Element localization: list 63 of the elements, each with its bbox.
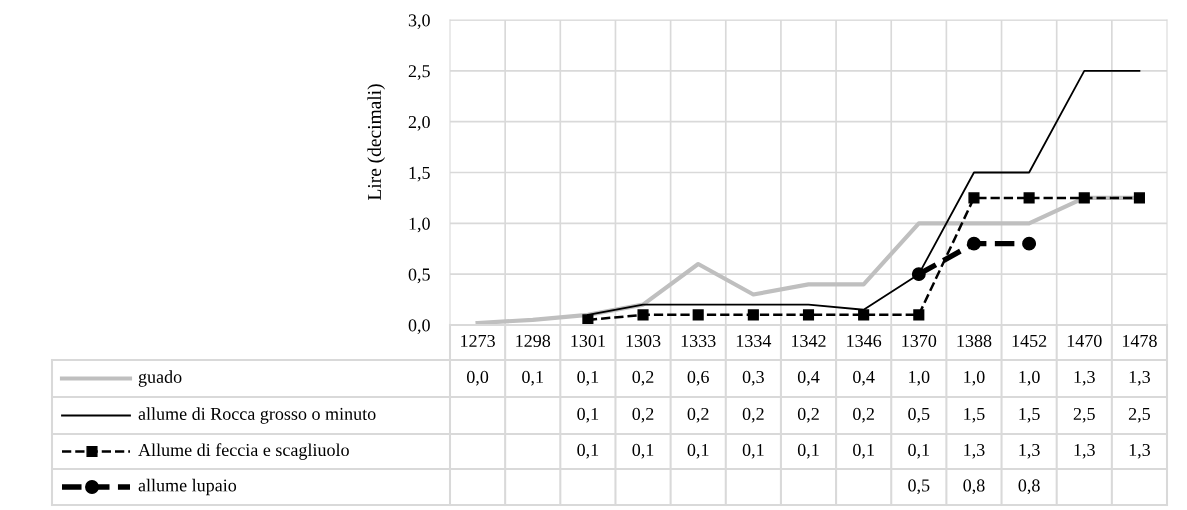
x-tick-label: 1346 <box>847 334 882 348</box>
data-label: 0,2 <box>853 407 874 423</box>
x-tick-label: 1303 <box>626 334 661 348</box>
data-label: 1,0 <box>1019 370 1040 386</box>
data-label: 1,3 <box>1019 443 1040 459</box>
data-label: 0,4 <box>853 370 875 386</box>
data-label: 0,2 <box>742 407 764 423</box>
data-label: 0,2 <box>687 407 709 423</box>
data-label: 0,1 <box>853 443 874 459</box>
data-label: 0,2 <box>632 407 654 423</box>
x-tick-label: 1470 <box>1067 334 1102 348</box>
data-label: 0,1 <box>577 443 599 459</box>
y-axis-title: Lire (decimali) <box>367 84 385 201</box>
legend-label: allume di Rocca grosso o minuto <box>138 407 376 424</box>
y-tick-label: 1,5 <box>409 166 430 182</box>
data-label: 0,1 <box>908 443 930 459</box>
data-label: 0,1 <box>577 407 599 423</box>
data-label: 0,1 <box>632 443 654 459</box>
x-tick-label: 1342 <box>792 334 826 348</box>
x-tick-label: 1452 <box>1012 334 1047 348</box>
data-label: 1,3 <box>964 443 985 459</box>
x-tick-label: 1388 <box>957 334 992 348</box>
data-label: 0,1 <box>577 370 599 386</box>
legend-label: guado <box>138 370 182 387</box>
data-label: 0,2 <box>632 370 654 386</box>
x-tick-label: 1370 <box>902 334 937 348</box>
data-label: 0,1 <box>687 443 709 459</box>
x-tick-label: 1273 <box>461 334 495 348</box>
data-label: 1,3 <box>1074 443 1095 459</box>
data-label: 1,0 <box>909 370 930 386</box>
data-label: 0,4 <box>797 370 820 386</box>
y-tick-label: 0,5 <box>408 268 430 284</box>
data-label: 1,5 <box>1019 407 1040 423</box>
data-label: 0,2 <box>797 407 819 423</box>
x-tick-label: 1301 <box>571 334 605 348</box>
x-tick-label: 1478 <box>1122 334 1157 348</box>
y-tick-label: 2,0 <box>408 115 430 131</box>
data-label: 0,1 <box>742 443 764 459</box>
y-tick-label: 0,0 <box>408 319 430 335</box>
data-label: 0,6 <box>687 370 709 386</box>
data-label: 0,8 <box>963 479 985 495</box>
data-label: 0,3 <box>742 370 764 386</box>
data-label: 0,5 <box>908 407 930 423</box>
data-label: 0,1 <box>522 370 543 386</box>
y-tick-label: 3,0 <box>408 14 430 30</box>
legend-label: Allume di feccia e scagliuolo <box>138 443 349 460</box>
x-tick-label: 1333 <box>681 334 716 348</box>
data-label: 2,5 <box>1073 407 1095 423</box>
data-label: 2,5 <box>1128 407 1150 423</box>
data-label: 0,0 <box>466 370 489 386</box>
data-label: 1,3 <box>1129 370 1150 386</box>
data-label: 1,3 <box>1129 443 1150 459</box>
data-label: 1,0 <box>964 370 985 386</box>
data-label: 0,5 <box>908 479 930 495</box>
data-label: 0,1 <box>797 443 819 459</box>
data-label: 1,5 <box>964 407 985 423</box>
y-tick-label: 2,5 <box>408 65 430 80</box>
y-tick-label: 1,0 <box>409 217 430 233</box>
data-label: 1,3 <box>1074 370 1095 386</box>
x-tick-label: 1298 <box>516 334 551 348</box>
x-tick-label: 1334 <box>736 334 772 348</box>
data-label: 0,8 <box>1018 479 1040 495</box>
legend-label: allume lupaio <box>138 478 237 496</box>
